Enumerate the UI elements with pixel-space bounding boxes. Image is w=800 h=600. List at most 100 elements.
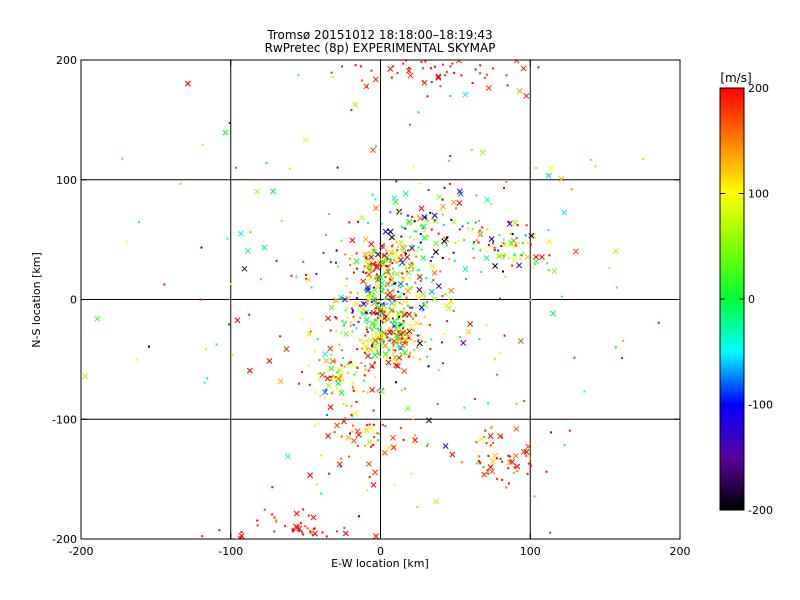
data-point-dot-162 bbox=[425, 277, 428, 280]
data-point-dot-392 bbox=[385, 314, 388, 317]
data-point-dot-229 bbox=[429, 259, 432, 262]
data-point-dot-580 bbox=[370, 357, 373, 360]
data-point-cross-1108 bbox=[465, 328, 472, 335]
data-point-cross-861 bbox=[310, 514, 317, 521]
data-point-dot-860 bbox=[256, 519, 259, 522]
data-point-cross-388 bbox=[325, 315, 331, 322]
data-point-dot-488 bbox=[426, 355, 429, 358]
data-point-dot-225 bbox=[386, 288, 389, 291]
data-point-dot-256 bbox=[416, 269, 419, 272]
data-point-dot-524 bbox=[314, 350, 317, 353]
data-point-cross-205 bbox=[384, 281, 391, 288]
data-point-cross-985 bbox=[370, 147, 377, 154]
data-point-dot-822 bbox=[328, 472, 331, 475]
data-point-dot-465 bbox=[381, 321, 384, 324]
data-point-dot-474 bbox=[356, 348, 359, 351]
data-point-dot-1157 bbox=[583, 390, 586, 393]
y-tick-label-0: -200 bbox=[52, 533, 77, 546]
data-point-dot-700 bbox=[513, 253, 516, 256]
data-point-dot-689 bbox=[441, 257, 444, 260]
data-point-dot-389 bbox=[386, 317, 389, 320]
data-point-cross-704 bbox=[492, 263, 499, 269]
data-point-cross-1100 bbox=[82, 373, 89, 380]
data-point-dot-494 bbox=[379, 337, 382, 340]
data-point-cross-581 bbox=[323, 357, 330, 364]
data-point-dot-1105 bbox=[522, 252, 525, 255]
data-point-dot-931 bbox=[506, 84, 509, 87]
data-point-dot-962 bbox=[420, 60, 423, 63]
data-point-cross-1149 bbox=[462, 266, 469, 273]
data-point-dot-601 bbox=[525, 224, 528, 227]
data-point-dot-1052 bbox=[365, 257, 368, 260]
data-point-cross-251 bbox=[364, 284, 371, 291]
data-point-dot-769 bbox=[507, 482, 510, 485]
data-point-dot-726 bbox=[510, 244, 513, 247]
data-point-dot-302 bbox=[371, 342, 374, 345]
data-point-cross-675 bbox=[420, 223, 427, 230]
x-tick-label-0: -200 bbox=[69, 545, 94, 558]
data-point-dot-561 bbox=[340, 435, 343, 438]
data-point-dot-719 bbox=[481, 226, 484, 229]
data-point-dot-986 bbox=[400, 388, 403, 391]
data-point-dot-279 bbox=[387, 319, 390, 322]
data-point-dot-1167 bbox=[504, 253, 507, 256]
data-point-dot-1026 bbox=[314, 391, 317, 394]
data-point-dot-235 bbox=[345, 284, 348, 287]
data-point-dot-1065 bbox=[368, 476, 371, 479]
data-point-dot-1130 bbox=[485, 227, 488, 230]
data-point-dot-413 bbox=[402, 319, 405, 322]
colorbar-tick-label-3: -100 bbox=[748, 399, 773, 412]
data-point-cross-678 bbox=[450, 199, 457, 206]
data-point-dot-386 bbox=[380, 326, 383, 329]
data-point-dot-794 bbox=[477, 460, 480, 463]
data-point-dot-1079 bbox=[622, 339, 625, 342]
data-point-cross-621 bbox=[418, 205, 425, 212]
y-tick-label-1: -100 bbox=[52, 413, 77, 426]
data-point-dot-791 bbox=[500, 436, 503, 439]
data-point-dot-755 bbox=[496, 249, 499, 252]
data-point-dot-1070 bbox=[426, 443, 429, 446]
data-point-dot-747 bbox=[493, 246, 496, 249]
data-point-dot-533 bbox=[353, 373, 356, 376]
data-point-cross-1077 bbox=[479, 149, 486, 156]
data-point-cross-472 bbox=[367, 337, 374, 344]
data-point-dot-953 bbox=[479, 64, 482, 67]
data-point-dot-1200 bbox=[402, 438, 405, 441]
data-point-dot-342 bbox=[370, 304, 373, 307]
data-point-dot-568 bbox=[343, 365, 346, 368]
data-point-dot-230 bbox=[379, 315, 382, 318]
data-point-cross-1209 bbox=[388, 249, 395, 256]
data-point-dot-167 bbox=[398, 324, 401, 327]
data-point-cross-657 bbox=[432, 249, 439, 255]
chart-title: Tromsø 20151012 18:18:00–18:19:43 bbox=[267, 28, 493, 42]
data-point-dot-23 bbox=[344, 253, 347, 256]
colorbar-tick-label-2: 0 bbox=[748, 293, 755, 306]
data-point-dot-366 bbox=[402, 313, 405, 316]
data-point-dot-907 bbox=[341, 65, 344, 68]
data-point-cross-487 bbox=[373, 344, 380, 351]
data-point-cross-1136 bbox=[498, 252, 505, 259]
data-point-dot-619 bbox=[400, 226, 403, 229]
data-point-cross-103 bbox=[374, 264, 381, 271]
data-point-dot-347 bbox=[373, 346, 376, 349]
data-point-dot-1183 bbox=[234, 166, 237, 169]
data-point-dot-485 bbox=[374, 376, 377, 379]
data-point-dot-909 bbox=[396, 72, 399, 75]
data-point-cross-865 bbox=[373, 533, 379, 539]
data-point-cross-418 bbox=[374, 282, 381, 289]
data-point-dot-245 bbox=[376, 280, 379, 283]
data-point-dot-764 bbox=[526, 472, 529, 475]
data-point-dot-250 bbox=[406, 304, 409, 307]
data-point-dot-442 bbox=[360, 361, 363, 364]
data-point-dot-882 bbox=[273, 516, 276, 519]
data-point-dot-841 bbox=[373, 436, 376, 439]
data-point-cross-653 bbox=[405, 220, 412, 227]
data-point-dot-859 bbox=[364, 444, 367, 447]
data-point-dot-785 bbox=[475, 441, 478, 444]
data-point-dot-942 bbox=[445, 70, 448, 73]
colorbar-tick-label-0: 200 bbox=[748, 82, 769, 95]
data-point-dot-641 bbox=[419, 225, 422, 228]
data-point-dot-64 bbox=[398, 264, 401, 267]
data-point-dot-504 bbox=[401, 327, 404, 330]
data-point-dot-757 bbox=[515, 236, 518, 239]
